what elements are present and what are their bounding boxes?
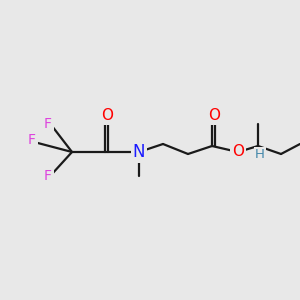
Text: F: F [44,169,52,183]
Text: N: N [133,143,145,161]
Text: F: F [28,133,36,147]
Text: O: O [208,109,220,124]
Text: O: O [232,145,244,160]
Text: H: H [255,148,265,160]
Text: O: O [101,109,113,124]
Text: F: F [44,117,52,131]
